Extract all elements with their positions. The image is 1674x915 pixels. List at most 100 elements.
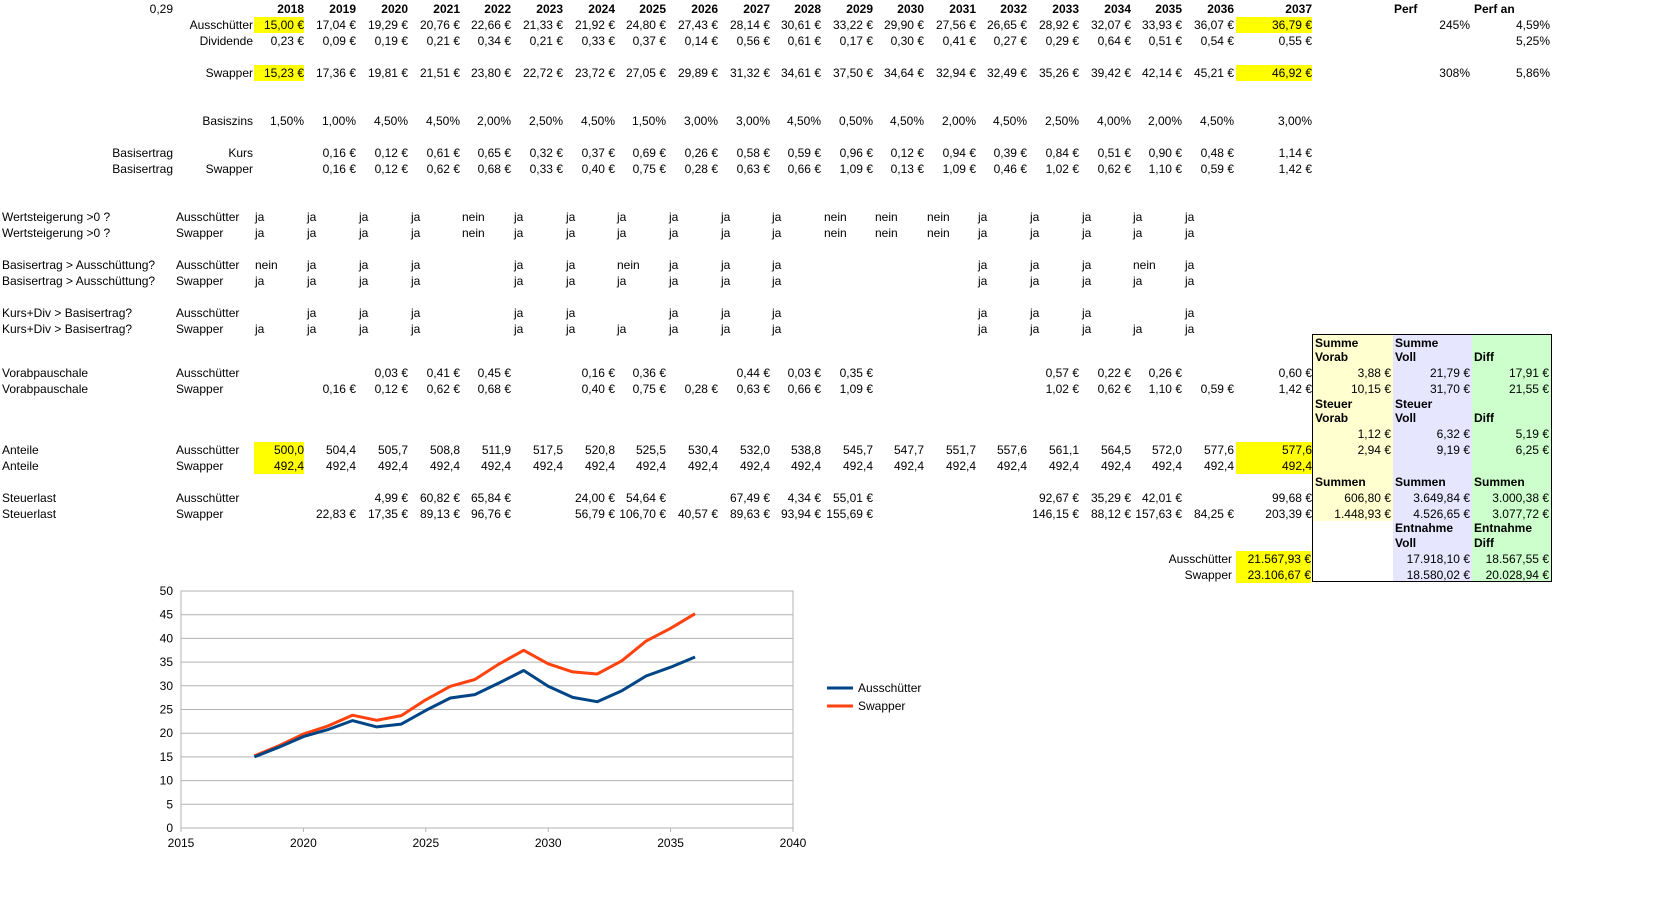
steuerlast-final-cell[interactable]: 203,39 € [1265, 507, 1312, 521]
flag-row-label[interactable]: Basisertrag > Ausschüttung? [2, 274, 156, 288]
flag-cell[interactable]: ja [1082, 322, 1092, 336]
flag-cell[interactable]: ja [721, 258, 731, 272]
basisertrag-swapper-cell[interactable]: 0,62 € [1097, 162, 1131, 176]
basisertrag-kurs-cell[interactable]: 0,84 € [1045, 146, 1079, 160]
steuerlast-cell[interactable]: 92,67 € [1038, 491, 1079, 505]
year-header[interactable]: 2019 [329, 2, 356, 16]
ausschuetter-label[interactable]: Ausschütter [189, 18, 253, 32]
anteile-cell[interactable]: 511,9 [481, 443, 511, 457]
basiszins-cell[interactable]: 2,00% [1147, 114, 1182, 128]
summary-value[interactable]: 31,70 € [1429, 382, 1470, 396]
anteile-cell[interactable]: 492,4 [1048, 459, 1079, 473]
basiszins-cell[interactable]: 1,50% [269, 114, 304, 128]
ausschuetter-perf[interactable]: 245% [1439, 18, 1470, 32]
vorabpauschale-cell[interactable] [254, 365, 304, 381]
summary-value[interactable]: 18.580,02 € [1406, 568, 1470, 582]
swapper-price-final-cell[interactable]: 46,92 € [1236, 65, 1312, 81]
basisertrag-swapper-cell[interactable]: 0,46 € [993, 162, 1027, 176]
summary-value[interactable]: 5,19 € [1515, 427, 1549, 441]
flag-cell[interactable]: nein [875, 226, 898, 240]
ausschuetter-price-cell[interactable]: 15,00 € [254, 17, 304, 33]
flag-cell[interactable]: ja [978, 210, 988, 224]
ausschuetter-price-cell[interactable]: 20,76 € [419, 18, 460, 32]
vorabpauschale-cell[interactable] [874, 381, 924, 397]
flag-cell[interactable]: ja [978, 322, 988, 336]
anteile-sub[interactable]: Ausschütter [176, 443, 240, 457]
flag-cell[interactable]: ja [1030, 258, 1040, 272]
flag-cell[interactable]: ja [566, 226, 576, 240]
year-header[interactable]: 2029 [846, 2, 873, 16]
basisertrag-kurs-cell[interactable] [254, 145, 304, 161]
swapper-label[interactable]: Swapper [205, 66, 253, 80]
vorabpauschale-cell[interactable]: 0,36 € [632, 366, 666, 380]
flag-cell[interactable]: ja [1185, 226, 1195, 240]
flag-cell[interactable]: ja [411, 274, 421, 288]
flag-cell[interactable]: ja [1185, 306, 1195, 320]
basisertrag-kurs-cell[interactable]: 0,90 € [1148, 146, 1182, 160]
vorabpauschale-cell[interactable]: 0,59 € [1200, 382, 1234, 396]
summary-steuer-vorab-header[interactable]: Steuer [1315, 397, 1353, 411]
basiszins-cell[interactable]: 2,00% [941, 114, 976, 128]
summary-value[interactable]: 1.448,93 € [1334, 507, 1391, 521]
flag-cell[interactable] [875, 321, 924, 337]
flag-row-sub[interactable]: Ausschütter [176, 306, 240, 320]
basisertrag-swapper-cell[interactable]: 0,33 € [529, 162, 563, 176]
flag-cell[interactable]: ja [411, 258, 421, 272]
vorabpauschale-cell[interactable] [977, 365, 1027, 381]
basisertrag-swapper-cell[interactable]: 0,66 € [787, 162, 821, 176]
summary-steuer-diff-header[interactable]: Diff [1474, 411, 1494, 425]
dividende-final-cell[interactable]: 0,55 € [1278, 34, 1312, 48]
year-header[interactable]: 2026 [691, 2, 718, 16]
flag-cell[interactable]: nein [824, 226, 847, 240]
basisertrag-swapper-cell[interactable]: 0,63 € [736, 162, 770, 176]
swapper-price-cell[interactable]: 29,89 € [677, 66, 718, 80]
swapper-price-cell[interactable]: 31,32 € [729, 66, 770, 80]
steuerlast-cell[interactable]: 4,34 € [787, 491, 821, 505]
vorabpauschale-cell[interactable]: 0,03 € [787, 366, 821, 380]
steuerlast-sub[interactable]: Swapper [176, 507, 224, 521]
summary-value[interactable]: 4.526,65 € [1413, 507, 1470, 521]
basisertrag-swapper-cell[interactable]: 0,16 € [322, 162, 356, 176]
vorabpauschale-cell[interactable] [926, 365, 976, 381]
dividende-cell[interactable]: 0,51 € [1148, 34, 1182, 48]
anteile-cell[interactable]: 551,7 [945, 443, 976, 457]
year-header[interactable]: 2027 [743, 2, 770, 16]
basisertrag-kurs-final-cell[interactable]: 1,14 € [1278, 146, 1312, 160]
swapper-price-cell[interactable]: 17,36 € [315, 66, 356, 80]
anteile-cell[interactable]: 492,4 [1203, 459, 1234, 473]
dividende-cell[interactable]: 0,19 € [374, 34, 408, 48]
vorabpauschale-cell[interactable]: 0,35 € [839, 366, 873, 380]
basisertrag-kurs-cell[interactable]: 0,51 € [1097, 146, 1131, 160]
basiszins-cell[interactable]: 1,50% [631, 114, 666, 128]
vorabpauschale-cell[interactable]: 0,66 € [787, 382, 821, 396]
steuerlast-cell[interactable]: 40,57 € [677, 507, 718, 521]
dividende-cell[interactable]: 0,56 € [736, 34, 770, 48]
basisertrag-kurs-cell[interactable]: 0,69 € [632, 146, 666, 160]
summary-steuer-voll-header[interactable]: Steuer [1395, 397, 1433, 411]
basisertrag-swapper-cell[interactable]: 1,02 € [1045, 162, 1079, 176]
flag-cell[interactable]: ja [669, 210, 679, 224]
summary-steuer-vorab-header[interactable]: Vorab [1315, 411, 1349, 425]
anteile-final-cell[interactable]: 492,4 [1236, 458, 1312, 474]
flag-cell[interactable]: ja [772, 322, 782, 336]
flag-cell[interactable]: nein [255, 258, 278, 272]
year-header[interactable]: 2023 [536, 2, 563, 16]
summary-value[interactable]: 21,79 € [1429, 366, 1470, 380]
basisertrag-swapper-cell[interactable]: 0,62 € [426, 162, 460, 176]
flag-cell[interactable]: ja [1030, 306, 1040, 320]
flag-cell[interactable]: ja [1082, 274, 1092, 288]
summary-value[interactable]: 3.000,38 € [1492, 491, 1549, 505]
summary-entnahme-diff-header[interactable]: Entnahme [1474, 521, 1533, 535]
ausschuetter-price-cell[interactable]: 21,92 € [574, 18, 615, 32]
basisertrag-swapper-cell[interactable]: 1,09 € [839, 162, 873, 176]
vorabpauschale-cell[interactable]: 0,45 € [477, 366, 511, 380]
vorabpauschale-cell[interactable] [513, 381, 563, 397]
summary-value[interactable]: 3.649,84 € [1413, 491, 1470, 505]
summary-summen-header[interactable]: Summen [1395, 475, 1446, 489]
flag-cell[interactable]: ja [669, 258, 679, 272]
anteile-cell[interactable]: 492,4 [584, 459, 615, 473]
steuerlast-cell[interactable] [1184, 490, 1234, 506]
anteile-cell[interactable]: 532,0 [739, 443, 770, 457]
year-header[interactable]: 2022 [484, 2, 511, 16]
basiszins-cell[interactable]: 4,50% [889, 114, 924, 128]
